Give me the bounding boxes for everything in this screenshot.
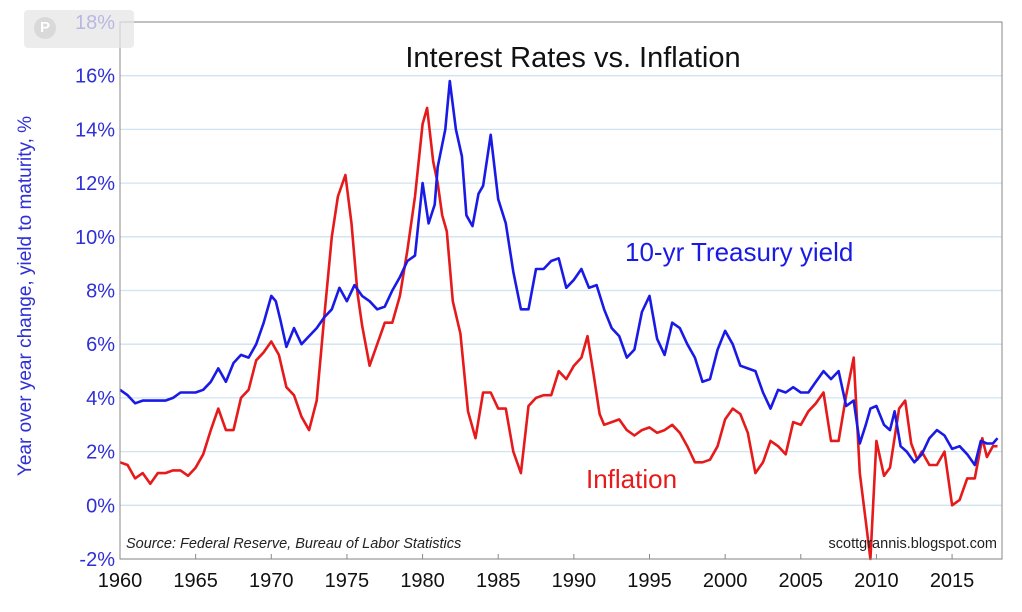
y-tick-label: 14% bbox=[75, 119, 115, 141]
x-tick-label: 2005 bbox=[779, 570, 824, 592]
pinterest-save-button[interactable]: P bbox=[24, 10, 134, 48]
chart-container: -2%0%2%4%6%8%10%12%14%16%18% 19601965197… bbox=[10, 4, 1010, 604]
x-tick-label: 1990 bbox=[552, 570, 597, 592]
source-note: Source: Federal Reserve, Bureau of Labor… bbox=[126, 536, 461, 552]
y-tick-label: 0% bbox=[86, 495, 115, 517]
y-tick-label: 16% bbox=[75, 66, 115, 88]
chart-background bbox=[10, 4, 1010, 604]
y-tick-label: 2% bbox=[86, 442, 115, 464]
plot-frame bbox=[119, 21, 1003, 560]
y-axis-ticks: -2%0%2%4%6%8%10%12%14%16%18% bbox=[75, 12, 115, 571]
series-line-treasury bbox=[119, 79, 999, 467]
watermark: scottgrannis.blogspot.com bbox=[829, 536, 997, 552]
y-tick-label: 12% bbox=[75, 173, 115, 195]
x-tick-label: 2000 bbox=[703, 570, 748, 592]
x-tick-label: 1980 bbox=[400, 570, 445, 592]
y-tick-label: 8% bbox=[86, 281, 115, 303]
x-tick-label: 1970 bbox=[249, 570, 294, 592]
y-tick-label: 10% bbox=[75, 227, 115, 249]
x-tick-label: 1975 bbox=[325, 570, 370, 592]
x-tick-label: 1995 bbox=[627, 570, 672, 592]
series-lines bbox=[119, 79, 999, 561]
x-tick-label: 2010 bbox=[854, 570, 899, 592]
y-tick-label: 4% bbox=[86, 388, 115, 410]
series-line-inflation bbox=[119, 106, 998, 561]
x-tick-label: 1965 bbox=[173, 570, 218, 592]
chart-title: Interest Rates vs. Inflation bbox=[405, 42, 740, 74]
x-tick-label: 1985 bbox=[476, 570, 521, 592]
pinterest-icon: P bbox=[34, 17, 56, 39]
x-axis-ticks: 1960 1965 1970 1975 1980 1985 1990 1995 2000 2005… bbox=[98, 554, 975, 592]
x-tick-label: 2015 bbox=[930, 570, 975, 592]
y-tick-label: 6% bbox=[86, 334, 115, 356]
y-axis-label: Year over year change, yield to maturity… bbox=[15, 116, 36, 476]
x-tick-label: 1960 bbox=[98, 570, 143, 592]
interest-rates-chart: -2%0%2%4%6%8%10%12%14%16%18% 19601965197… bbox=[10, 4, 1010, 604]
series-label-inflation: Inflation bbox=[586, 464, 677, 494]
y-tick-label: -2% bbox=[79, 549, 115, 571]
series-label-treasury: 10-yr Treasury yield bbox=[625, 237, 853, 267]
